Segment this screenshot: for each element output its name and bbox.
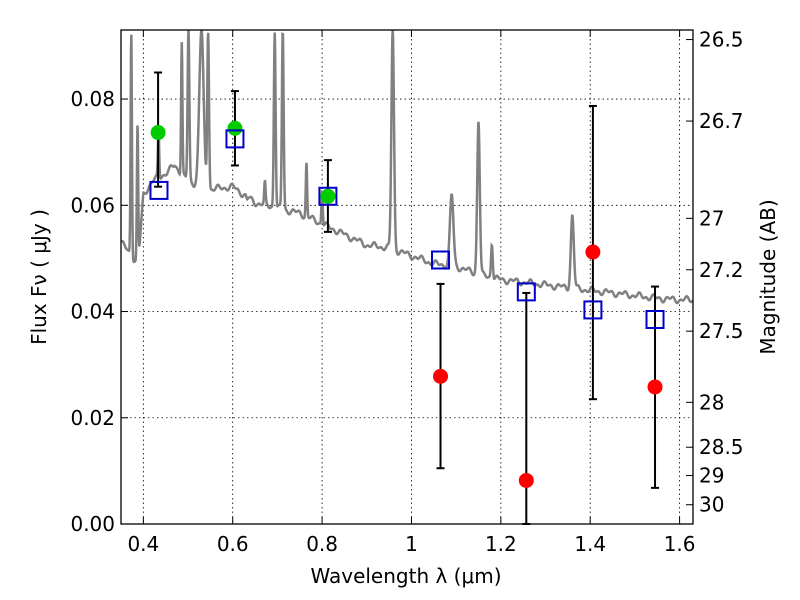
detection-point [227,120,243,136]
model-band-square [318,186,338,206]
y-axis-title: Flux Fν ( μJy ) [27,209,51,345]
y-tick-label: 0.00 [70,512,115,536]
x-tick-label: 1.6 [664,532,696,556]
mag-tick-label: 30 [699,493,724,517]
mag-tick-label: 26.5 [699,28,744,52]
model-spectrum-line [121,30,693,305]
mag-tick-label: 29 [699,464,724,488]
y-tick-label: 0.02 [70,406,115,430]
x-axis-title: Wavelength λ (μm) [310,564,501,588]
x-tick-label: 1.4 [574,532,606,556]
y-tick-label: 0.08 [70,87,115,111]
tick-labels: 0.4 0.6 0.8 1 1.2 1.4 1.6 0.00 0.02 0.04 0.06 0.08 2… [70,28,743,556]
detection-point [150,125,166,141]
errorbars [154,71,660,525]
low-snr-point [647,379,663,395]
x-tick-label: 1.2 [485,532,517,556]
model-band-square [149,180,169,200]
plot-frame [120,29,694,525]
mag-tick-label: 27.2 [699,258,744,282]
y2-axis-title: Magnitude (AB) [756,199,780,354]
low-snr-point [518,472,534,488]
ticks [121,30,693,525]
low-snr-point [585,244,601,260]
detection-point [320,188,336,204]
x-tick-label: 0.6 [217,532,249,556]
model-band-square [225,129,245,149]
mag-tick-label: 28 [699,390,724,414]
x-tick-label: 0.4 [127,532,159,556]
mag-tick-label: 26.7 [699,109,744,133]
model-band-square [516,282,536,302]
mag-tick-label: 27 [699,206,724,230]
model-band-square [583,300,603,320]
markers [149,120,665,488]
mag-tick-label: 27.5 [699,319,744,343]
model-band-square [431,250,451,270]
plot-area [121,30,693,305]
mag-tick-label: 28.5 [699,435,744,459]
x-tick-label: 1 [405,532,418,556]
low-snr-point [433,368,449,384]
y-tick-label: 0.06 [70,193,115,217]
x-tick-label: 0.8 [306,532,338,556]
y-tick-label: 0.04 [70,300,115,324]
model-band-square [645,309,665,329]
